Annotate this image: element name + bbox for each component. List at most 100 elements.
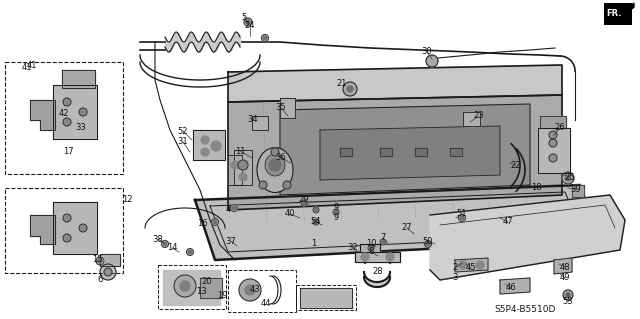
Circle shape — [201, 148, 209, 156]
Text: 5: 5 — [241, 12, 246, 21]
Circle shape — [347, 86, 353, 92]
Bar — [158, 265, 226, 309]
Text: 8: 8 — [368, 248, 374, 256]
Polygon shape — [228, 95, 562, 210]
Text: 11: 11 — [235, 146, 245, 155]
Polygon shape — [252, 116, 268, 130]
Circle shape — [303, 202, 305, 204]
Text: 4: 4 — [225, 204, 230, 213]
Text: 44: 44 — [260, 300, 271, 308]
Circle shape — [271, 148, 279, 156]
Circle shape — [562, 172, 574, 184]
Text: 19: 19 — [217, 291, 227, 300]
Circle shape — [476, 261, 484, 269]
Polygon shape — [360, 244, 380, 258]
Circle shape — [211, 141, 221, 151]
Text: 22: 22 — [511, 160, 521, 169]
Text: 32: 32 — [348, 242, 358, 251]
Text: 28: 28 — [372, 268, 383, 277]
Circle shape — [426, 55, 438, 67]
Circle shape — [161, 241, 168, 248]
Polygon shape — [53, 202, 97, 254]
Polygon shape — [300, 288, 352, 308]
Text: 35: 35 — [276, 103, 286, 113]
Text: 3: 3 — [452, 273, 458, 283]
Text: 36: 36 — [276, 152, 286, 161]
Circle shape — [238, 160, 248, 170]
Text: 51: 51 — [457, 210, 467, 219]
Text: 43: 43 — [250, 285, 260, 293]
Text: 39: 39 — [571, 184, 581, 194]
Circle shape — [333, 209, 339, 215]
Circle shape — [239, 173, 247, 181]
Ellipse shape — [257, 147, 293, 192]
Circle shape — [313, 207, 319, 213]
Polygon shape — [540, 116, 566, 128]
Circle shape — [301, 200, 307, 206]
Text: 53: 53 — [563, 296, 573, 306]
Bar — [450, 148, 462, 156]
Text: 50: 50 — [423, 236, 433, 246]
Circle shape — [79, 224, 87, 232]
Text: 2: 2 — [452, 263, 458, 272]
Circle shape — [566, 293, 570, 297]
Polygon shape — [355, 252, 400, 262]
Polygon shape — [163, 270, 220, 305]
Circle shape — [79, 108, 87, 116]
Polygon shape — [195, 185, 600, 260]
Circle shape — [314, 220, 317, 224]
Text: 47: 47 — [502, 218, 513, 226]
Bar — [340, 148, 352, 156]
Circle shape — [563, 290, 573, 300]
Circle shape — [174, 275, 196, 297]
Circle shape — [239, 279, 261, 301]
Circle shape — [460, 216, 464, 220]
Polygon shape — [228, 65, 562, 102]
Text: 42: 42 — [59, 109, 69, 118]
Text: 17: 17 — [63, 147, 74, 157]
Text: 49: 49 — [560, 273, 570, 283]
Text: 15: 15 — [92, 255, 102, 263]
Bar — [380, 148, 392, 156]
Text: 12: 12 — [122, 195, 132, 204]
Polygon shape — [320, 126, 500, 180]
Text: 1: 1 — [312, 240, 317, 249]
Text: 37: 37 — [226, 236, 236, 246]
Circle shape — [458, 214, 465, 221]
Polygon shape — [193, 130, 225, 160]
Text: 34: 34 — [248, 115, 259, 124]
Circle shape — [283, 181, 291, 189]
Circle shape — [259, 181, 267, 189]
Bar — [5, 62, 123, 174]
Text: 54: 54 — [311, 218, 321, 226]
Circle shape — [549, 131, 557, 139]
Circle shape — [244, 18, 252, 26]
Polygon shape — [572, 185, 584, 197]
Circle shape — [188, 250, 192, 254]
Circle shape — [246, 20, 250, 24]
Text: 38: 38 — [152, 234, 163, 243]
Circle shape — [386, 253, 394, 261]
Circle shape — [263, 36, 267, 40]
Circle shape — [245, 285, 255, 295]
Circle shape — [201, 136, 209, 144]
Text: 23: 23 — [474, 112, 484, 121]
Polygon shape — [463, 112, 480, 126]
Circle shape — [98, 259, 102, 263]
Circle shape — [262, 34, 269, 41]
Circle shape — [104, 268, 112, 276]
Text: 52: 52 — [178, 127, 188, 136]
Circle shape — [343, 82, 357, 96]
Text: 29: 29 — [299, 196, 309, 204]
Text: 13: 13 — [196, 287, 206, 296]
Bar — [228, 270, 296, 312]
Circle shape — [269, 159, 281, 171]
Polygon shape — [234, 150, 252, 185]
Text: 18: 18 — [531, 182, 541, 191]
Polygon shape — [30, 100, 55, 130]
Circle shape — [549, 154, 557, 162]
Polygon shape — [554, 258, 572, 274]
Text: 9: 9 — [333, 203, 339, 211]
Circle shape — [380, 239, 386, 245]
Circle shape — [180, 281, 190, 291]
